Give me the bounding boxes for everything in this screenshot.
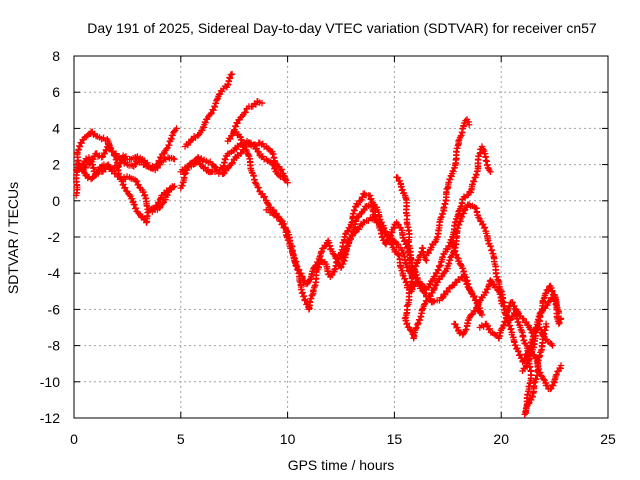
y-axis-label: SDTVAR / TECUs (5, 182, 21, 294)
data-point (423, 257, 430, 264)
y-tick-label: 6 (52, 84, 60, 100)
data-point (98, 154, 105, 161)
x-tick-label: 20 (493, 431, 509, 447)
series-track-8 (224, 97, 266, 145)
data-point (557, 362, 565, 369)
data-point (487, 168, 494, 176)
data-point (500, 322, 507, 329)
data-point (213, 96, 221, 103)
series-track-13 (423, 116, 473, 259)
data-point (555, 320, 563, 328)
data-point (506, 317, 513, 324)
y-tick-label: 2 (52, 157, 60, 173)
series-track-10 (263, 201, 486, 319)
data-point (348, 219, 355, 226)
data-point (173, 125, 180, 132)
y-tick-label: -8 (48, 338, 61, 354)
series-track-4 (75, 152, 178, 183)
x-axis-label: GPS time / hours (288, 457, 395, 473)
data-point (431, 282, 439, 290)
data-point (468, 311, 475, 319)
series-track-18 (530, 351, 565, 393)
data-point (547, 385, 554, 393)
data-point (418, 306, 426, 313)
data-point (171, 183, 178, 190)
data-point (542, 320, 550, 328)
x-tick-label: 10 (280, 431, 296, 447)
data-point (171, 155, 178, 163)
series-track-5 (181, 70, 236, 150)
data-point (436, 262, 443, 270)
data-point (207, 110, 214, 118)
y-tick-label: 8 (52, 48, 60, 64)
data-point (474, 302, 481, 309)
data-point (519, 358, 526, 366)
series-track-17 (519, 282, 565, 375)
x-tick-label: 0 (70, 431, 78, 447)
data-point (438, 273, 445, 281)
chart-title: Day 191 of 2025, Sidereal Day-to-day VTE… (87, 20, 597, 36)
y-tick-label: -10 (40, 374, 60, 390)
series-track-9 (231, 128, 484, 317)
data-marks (72, 70, 565, 418)
data-point (549, 342, 556, 349)
data-point (429, 298, 437, 306)
series-track-14 (446, 143, 494, 246)
series-track-7 (177, 137, 289, 192)
data-point (237, 150, 244, 157)
data-point (357, 197, 364, 204)
data-point (284, 179, 291, 186)
data-point (331, 266, 338, 273)
y-tick-label: 0 (52, 193, 60, 209)
y-tick-label: 4 (52, 120, 60, 136)
data-point (557, 315, 565, 322)
y-tick-label: -12 (40, 410, 60, 426)
data-point (316, 253, 323, 261)
y-tick-label: -2 (48, 229, 61, 245)
data-point (258, 99, 266, 107)
y-tick-label: -6 (48, 301, 61, 317)
data-point (282, 175, 289, 183)
data-point (160, 150, 167, 157)
series-track-11 (337, 213, 430, 281)
data-point (228, 70, 236, 78)
data-point (478, 311, 486, 319)
x-tick-label: 25 (600, 431, 616, 447)
x-tick-label: 5 (177, 431, 185, 447)
y-tick-label: -4 (48, 265, 61, 281)
data-point (465, 121, 473, 128)
data-point (164, 154, 172, 161)
data-point (312, 262, 319, 270)
x-tick-label: 15 (387, 431, 403, 447)
